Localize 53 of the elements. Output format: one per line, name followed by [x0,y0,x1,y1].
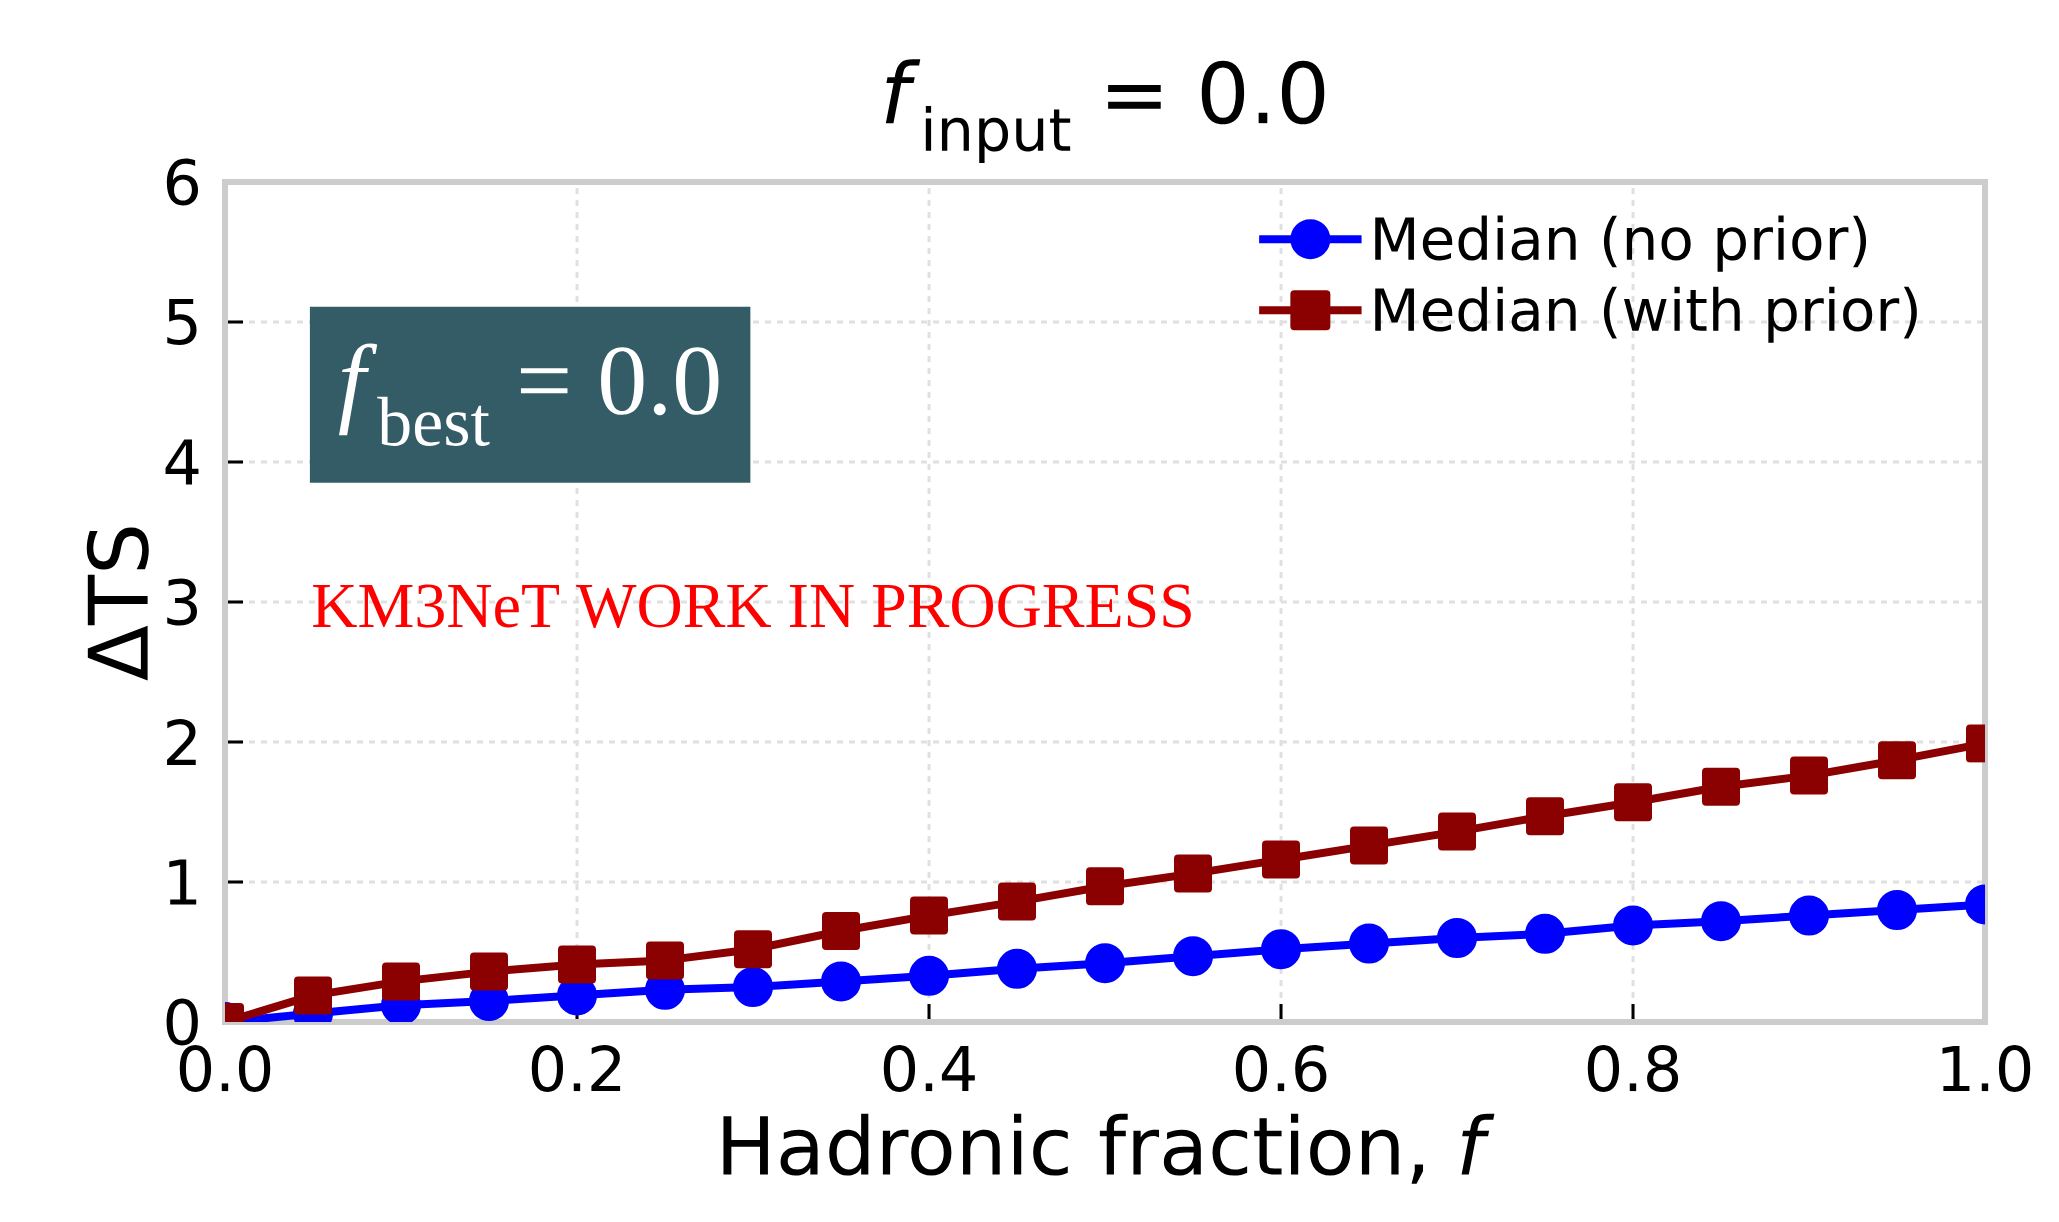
y-tick-label: 3 [167,578,197,626]
x-axis-title: Hadronic fraction, f [723,1113,1495,1184]
point [822,912,861,950]
point [997,948,1038,989]
point [998,882,1037,921]
y-tick-label: 0 [166,998,198,1046]
chart-title: f$_{input}$ = 0.0 [885,59,1325,163]
x-tick-label: 0.0 [179,1045,271,1092]
y-tick-label: 6 [166,158,199,206]
point [1790,756,1829,795]
point [1526,797,1565,836]
point [1174,854,1213,893]
point [1349,923,1390,964]
point [382,962,421,1001]
point [733,967,774,1007]
x-tick-label: 0.2 [531,1045,621,1092]
point [734,930,773,969]
point [646,941,685,980]
point [1086,867,1125,906]
point [909,955,950,996]
point [1878,741,1917,780]
point [1614,783,1653,822]
point [821,961,862,1002]
point [1350,826,1389,865]
point [910,896,949,935]
y-axis-title: ΔTS [86,527,149,681]
legend-label: Median (with prior) [1375,286,1917,343]
point [1613,905,1654,946]
point [1173,936,1214,977]
point [1437,918,1478,958]
point [1262,840,1301,879]
legend-label: Median (no prior) [1375,215,1867,272]
point [1261,929,1302,970]
point [1085,943,1126,984]
y-tick-label: 5 [167,298,197,346]
point [1525,913,1566,954]
point [1438,812,1477,851]
x-tick-label: 1.0 [1942,1045,2031,1092]
y-tick-label: 4 [165,439,199,485]
annotation: KM3NeT WORK IN PROGRESS [313,584,1191,628]
point [1877,890,1918,930]
x-tick-label: 0.8 [1587,1045,1679,1092]
y-tick-label: 1 [169,859,197,905]
point [1702,767,1741,806]
x-tick-label: 0.6 [1235,1045,1327,1092]
annotation: f$_{best}$ = 0.0 [339,343,719,446]
y-tick-label: 2 [167,718,196,766]
x-tick-label: 0.4 [883,1045,975,1092]
point [294,976,333,1015]
point [1789,895,1830,936]
point [470,952,509,991]
point [1701,901,1742,942]
point [558,945,597,984]
